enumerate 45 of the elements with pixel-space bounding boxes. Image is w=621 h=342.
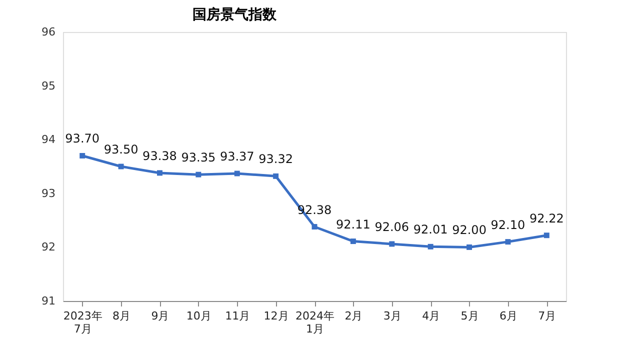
point [196,172,202,178]
text: 93.50 [104,142,138,156]
y-tick-label: 93 [42,186,56,200]
y-tick-label: 96 [42,26,56,38]
text: 92.06 [374,220,410,234]
x-tick-label: 5月 [460,310,479,322]
x-tick-label: 7月 [538,310,556,322]
x-tick-label: 11月 [225,310,250,322]
point [544,232,550,238]
x-tick-label: 8月 [112,310,131,322]
text: 92.22 [529,211,564,226]
x-tick-label: 2024年 1月 [296,310,334,336]
text: 93.32 [258,152,293,166]
text: 92.10 [490,218,526,232]
x-tick-label: 4月 [422,310,440,322]
text: 93.38 [142,148,177,163]
point [428,244,434,250]
text: 93.37 [220,149,254,164]
point [505,239,511,245]
text: 92.00 [452,223,486,238]
point [80,153,86,158]
text: 93.70 [65,132,100,146]
point [273,173,279,179]
x-tick-label: 9月 [151,310,170,322]
point [466,244,472,250]
y-tick-label: 94 [42,133,56,146]
chart-title: 国房景气指数 [192,6,278,23]
text: 92.11 [336,217,370,232]
point [312,224,318,230]
x-tick-label: 2023年 7月 [63,310,102,336]
point [350,238,356,244]
text: 93.35 [181,150,216,165]
point [234,170,240,176]
y-tick-label: 95 [42,79,56,92]
text: 92.01 [413,222,448,237]
point [156,170,162,176]
y-tick-label: 92 [42,240,56,254]
x-tick-label: 12月 [264,310,289,322]
x-tick-label: 3月 [383,310,402,322]
x-tick-label: 2月 [344,310,363,322]
x-tick-label: 6月 [499,310,518,322]
point [118,164,124,170]
point [389,241,395,247]
y-tick-label: 91 [42,294,56,308]
x-tick-label: 10月 [186,310,212,322]
